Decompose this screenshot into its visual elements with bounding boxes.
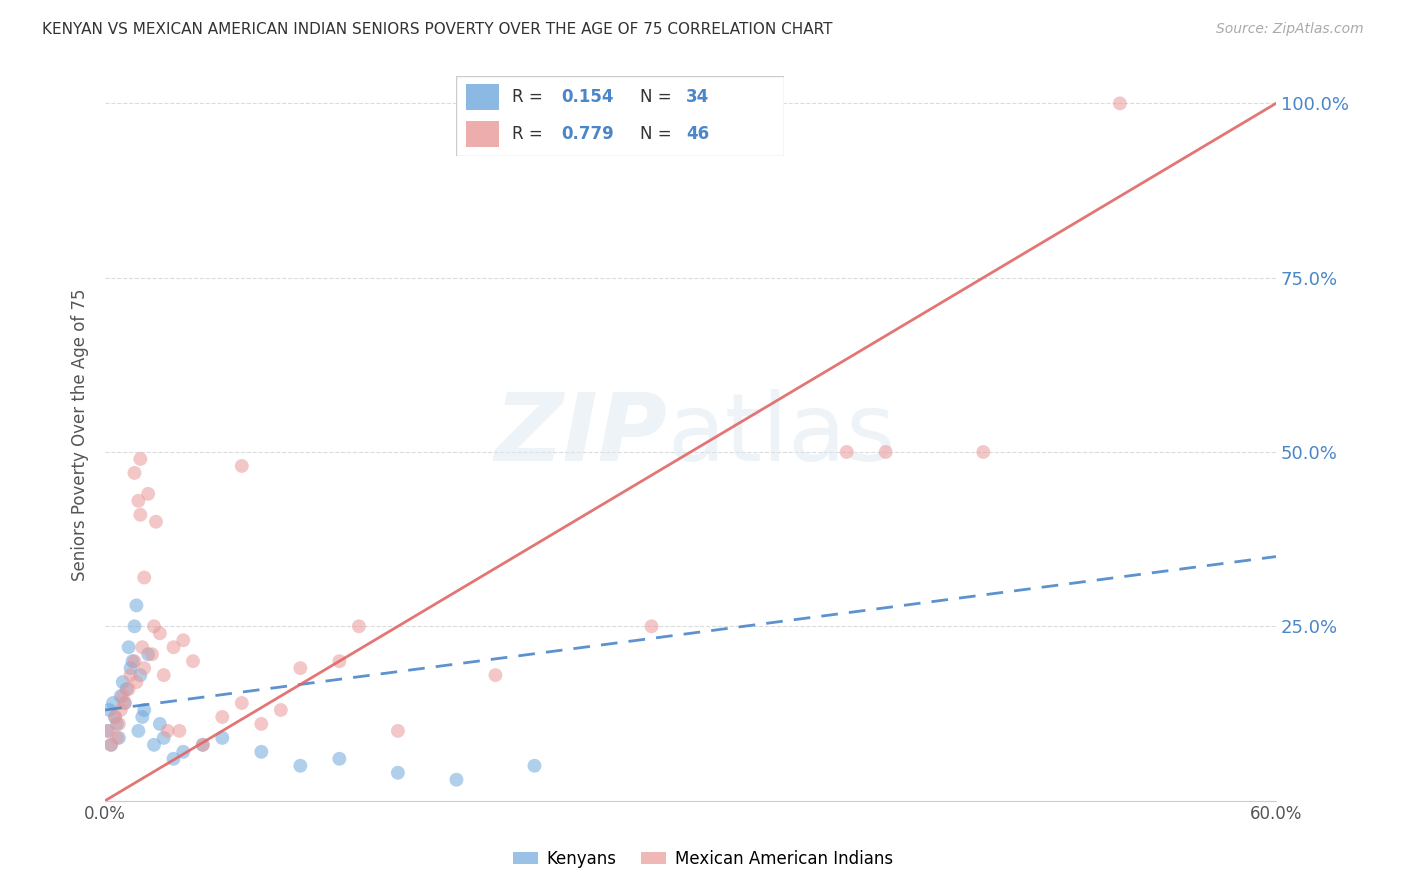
Point: [129, 508, 152, 522]
Point: [127, 493, 149, 508]
Point: [149, 717, 172, 731]
Point: [120, 668, 142, 682]
Point: [114, 696, 136, 710]
Point: [117, 640, 139, 655]
Point: [134, 661, 156, 675]
Point: [640, 619, 662, 633]
Point: [181, 654, 204, 668]
Point: [1108, 96, 1130, 111]
Point: [134, 570, 156, 584]
Point: [105, 731, 128, 745]
Point: [270, 703, 292, 717]
Point: [124, 654, 146, 668]
Point: [211, 710, 233, 724]
Point: [152, 668, 174, 682]
Point: [328, 752, 350, 766]
Point: [145, 515, 167, 529]
Point: [104, 710, 127, 724]
Point: [129, 668, 152, 682]
Legend: Kenyans, Mexican American Indians: Kenyans, Mexican American Indians: [506, 844, 900, 875]
Point: [125, 675, 148, 690]
Point: [152, 731, 174, 745]
Point: [98, 723, 121, 738]
Point: [211, 731, 233, 745]
Point: [328, 654, 350, 668]
Point: [875, 445, 897, 459]
Point: [387, 765, 409, 780]
Point: [131, 710, 153, 724]
Point: [446, 772, 468, 787]
Point: [290, 758, 312, 772]
Point: [105, 717, 128, 731]
Point: [108, 731, 131, 745]
Point: [162, 640, 184, 655]
Point: [387, 723, 409, 738]
Point: [231, 458, 253, 473]
Point: [108, 717, 131, 731]
Point: [129, 452, 152, 467]
Point: [125, 599, 148, 613]
Text: KENYAN VS MEXICAN AMERICAN INDIAN SENIORS POVERTY OVER THE AGE OF 75 CORRELATION: KENYAN VS MEXICAN AMERICAN INDIAN SENIOR…: [42, 22, 832, 37]
Point: [136, 487, 159, 501]
Point: [143, 619, 166, 633]
Point: [117, 681, 139, 696]
Point: [231, 696, 253, 710]
Point: [172, 745, 194, 759]
Point: [124, 619, 146, 633]
Point: [191, 738, 214, 752]
Point: [100, 738, 122, 752]
Point: [484, 668, 506, 682]
Point: [101, 696, 124, 710]
Point: [111, 675, 134, 690]
Point: [127, 723, 149, 738]
Point: [156, 723, 179, 738]
Text: ZIP: ZIP: [495, 389, 668, 481]
Point: [141, 647, 163, 661]
Point: [250, 745, 273, 759]
Point: [124, 466, 146, 480]
Point: [104, 710, 127, 724]
Point: [120, 661, 142, 675]
Point: [347, 619, 370, 633]
Point: [290, 661, 312, 675]
Point: [100, 738, 122, 752]
Point: [115, 681, 138, 696]
Point: [121, 654, 143, 668]
Point: [250, 717, 273, 731]
Point: [96, 723, 118, 738]
Point: [149, 626, 172, 640]
Point: [835, 445, 858, 459]
Text: atlas: atlas: [668, 389, 896, 481]
Point: [131, 640, 153, 655]
Point: [114, 696, 136, 710]
Point: [111, 689, 134, 703]
Point: [972, 445, 994, 459]
Y-axis label: Seniors Poverty Over the Age of 75: Seniors Poverty Over the Age of 75: [72, 288, 89, 581]
Point: [191, 738, 214, 752]
Point: [143, 738, 166, 752]
Point: [110, 703, 132, 717]
Point: [110, 689, 132, 703]
Point: [523, 758, 546, 772]
Point: [169, 723, 191, 738]
Point: [98, 703, 121, 717]
Text: Source: ZipAtlas.com: Source: ZipAtlas.com: [1216, 22, 1364, 37]
Point: [134, 703, 156, 717]
Point: [136, 647, 159, 661]
Point: [162, 752, 184, 766]
Point: [172, 633, 194, 648]
